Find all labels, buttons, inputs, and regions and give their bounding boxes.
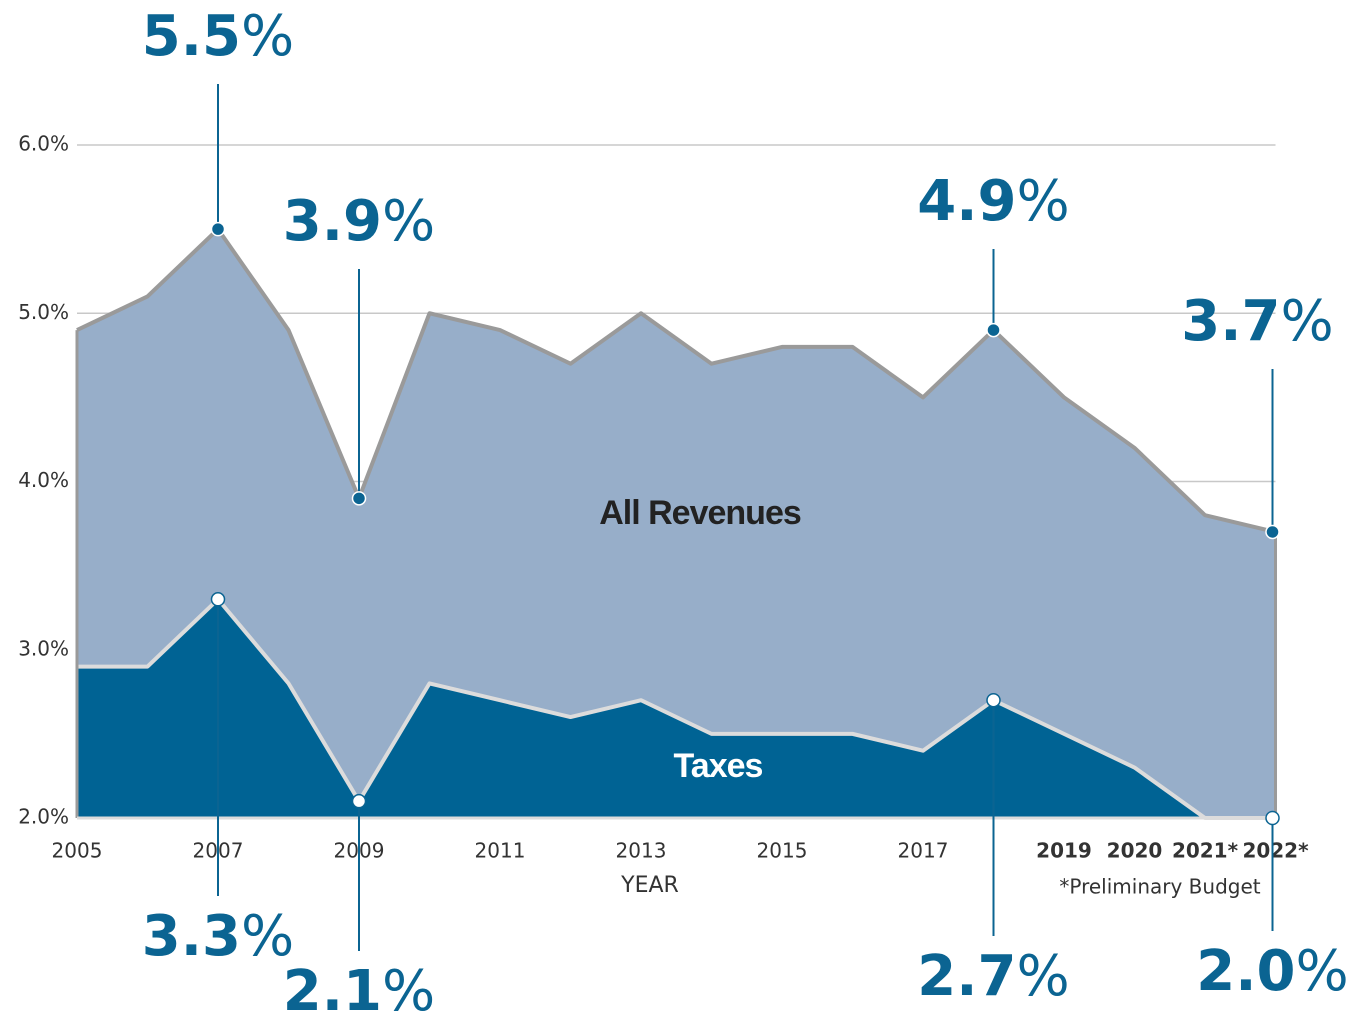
x-tick-label: 2022*	[1242, 839, 1309, 863]
point	[210, 221, 226, 237]
value-label: 3.7%	[1181, 289, 1333, 354]
value-label-number: 2.0	[1196, 939, 1295, 1004]
point	[1265, 524, 1280, 540]
value-label-number: 4.9	[917, 169, 1016, 234]
area-line	[77, 597, 1276, 820]
value-label-number: 3.7	[1181, 289, 1280, 354]
x-tick-label: 2005	[52, 839, 103, 863]
x-tick-label: 2015	[757, 839, 808, 863]
point	[986, 692, 1001, 708]
value-label: 4.9%	[917, 169, 1069, 234]
value-label-number: 3.9	[283, 189, 382, 254]
point	[351, 491, 367, 506]
x-tick-label: 2019	[1036, 839, 1092, 863]
point	[210, 592, 226, 607]
value-label-unit: %	[1016, 169, 1069, 234]
value-label-unit: %	[241, 4, 294, 69]
area-line	[76, 227, 1276, 534]
value-label-unit: %	[1016, 944, 1069, 1009]
value-label: 2.0%	[1196, 939, 1348, 1004]
value-label: 2.1%	[283, 959, 435, 1020]
series-name: Taxes	[674, 747, 763, 785]
point	[1265, 810, 1280, 826]
value-label-unit: %	[1280, 289, 1333, 354]
y-tick-label: 4.0%	[18, 468, 69, 492]
y-tick-label: 6.0%	[18, 132, 69, 156]
point	[986, 322, 1001, 338]
value-label-unit: %	[382, 189, 435, 254]
value-label: 3.3%	[142, 904, 294, 969]
x-tick-label: 2013	[616, 839, 667, 863]
value-label: 5.5%	[142, 4, 294, 69]
x-tick-label: 2017	[898, 839, 949, 863]
x-tick-label: 2011	[475, 839, 526, 863]
x-tick-label: 2020	[1107, 839, 1163, 863]
y-tick-label: 2.0%	[18, 805, 69, 829]
value-label-unit: %	[1295, 939, 1348, 1004]
area	[77, 599, 1276, 818]
value-label-unit: %	[382, 959, 435, 1020]
y-tick-label: 5.0%	[18, 300, 69, 324]
value-label: 2.7%	[917, 944, 1069, 1009]
value-label: 3.9%	[283, 189, 435, 254]
value-label-number: 5.5	[142, 4, 241, 69]
x-tick-label: 2021*	[1172, 839, 1239, 863]
value-label-number: 3.3	[142, 904, 241, 969]
x-axis-label: YEAR	[620, 873, 679, 898]
value-label-number: 2.7	[917, 944, 1016, 1009]
point	[351, 793, 367, 809]
area	[77, 229, 1276, 818]
series-name: All Revenues	[599, 494, 801, 532]
note: *Preliminary Budget	[1059, 875, 1260, 899]
value-label-number: 2.1	[283, 959, 382, 1020]
y-tick-label: 3.0%	[18, 636, 69, 660]
value-label-unit: %	[241, 904, 294, 969]
